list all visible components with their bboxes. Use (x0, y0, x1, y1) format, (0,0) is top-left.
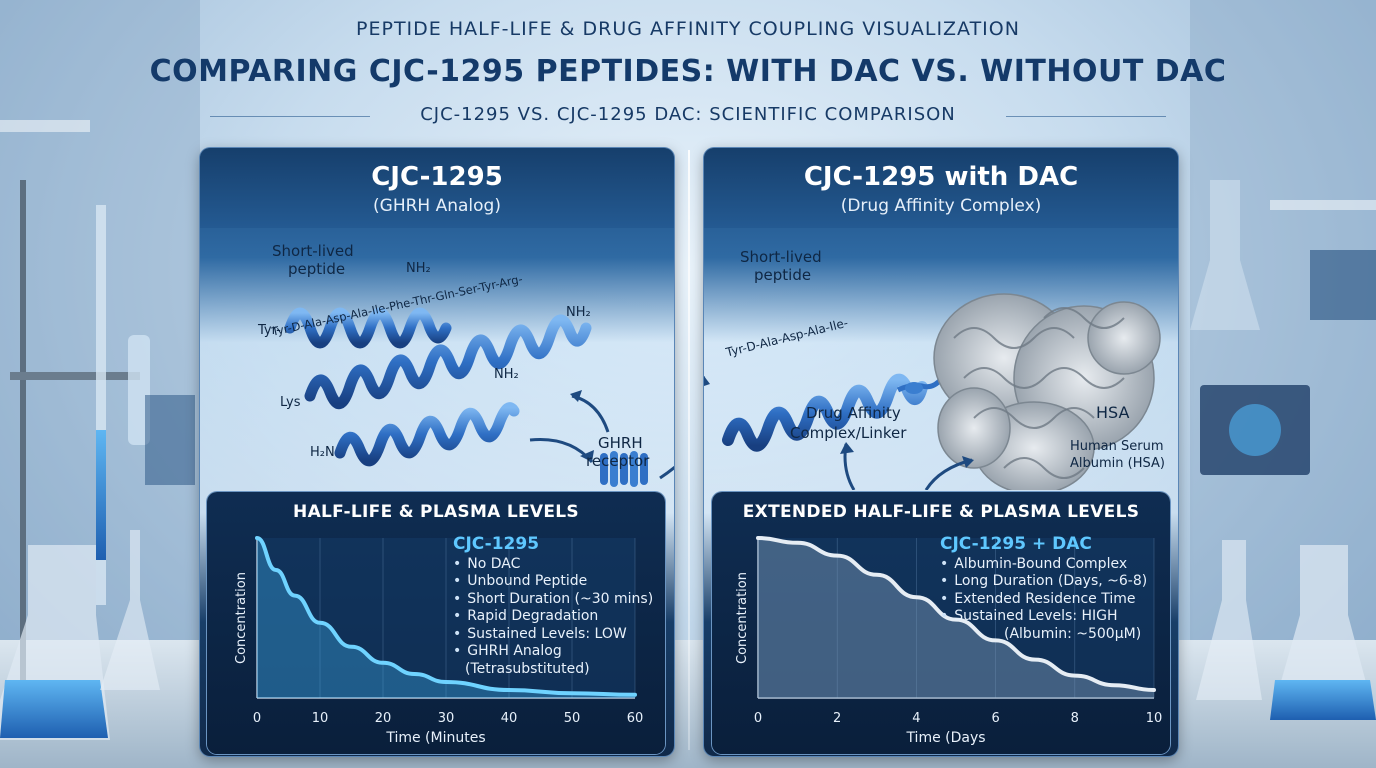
left-label-nh2-a: NH₂ (406, 261, 431, 276)
right-label-hsa-full-1: Human Serum (1070, 439, 1164, 454)
cross-panel-arrow (659, 465, 674, 480)
x-tick-label: 4 (912, 711, 920, 726)
helix-2 (304, 314, 592, 409)
left-label-receptor-1: GHRH (598, 434, 643, 452)
left-label-short-lived: Short-lived (272, 242, 354, 260)
left-label-peptide: peptide (288, 260, 346, 278)
right-panel-title: CJC-1295 with DAC (803, 162, 1079, 192)
x-tick-label: 10 (312, 711, 329, 726)
left-info-item: No DAC (453, 556, 653, 574)
left-label-tyr: Tyr- (258, 323, 281, 338)
right-chart: EXTENDED HALF-LIFE & PLASMA LEVELS 0 2 4 6 8… (712, 492, 1170, 754)
left-label-nh2-c: NH₂ (494, 367, 519, 382)
helix-3 (334, 402, 520, 467)
panel-divider (688, 150, 690, 750)
left-info-heading: CJC-1295 (453, 534, 540, 554)
x-axis-label: Time (Minutes (385, 730, 485, 746)
right-chart-info: CJC-1295 + DAC Albumin-Bound Complex Lon… (940, 534, 1147, 643)
x-tick-label: 50 (564, 711, 581, 726)
right-info-heading: CJC-1295 + DAC (940, 534, 1092, 554)
series-line (255, 536, 637, 697)
left-label-nh2-b: NH₂ (566, 305, 591, 320)
right-panel-header: CJC-1295 with DAC (Drug Affinity Complex… (704, 148, 1178, 228)
right-chart-title: EXTENDED HALF-LIFE & PLASMA LEVELS (742, 502, 1140, 522)
left-panel-title: CJC-1295 (371, 162, 503, 192)
right-label-hsa-full-2: Albumin (HSA) (1070, 456, 1165, 471)
left-info-item: GHRH Analog (453, 643, 653, 661)
header-top-title: PEPTIDE HALF-LIFE & DRUG AFFINITY COUPLI… (356, 18, 1020, 40)
right-label-hsa: HSA (1096, 403, 1130, 422)
right-molecule-illustration (704, 293, 1161, 490)
sub-title-rule-left (210, 116, 370, 117)
right-info-item: Sustained Levels: HIGH (940, 608, 1147, 626)
sub-title-rule-right (1006, 116, 1166, 117)
left-info-item: Unbound Peptide (453, 573, 653, 591)
x-tick-label: 60 (627, 711, 644, 726)
right-label-linker-2: Complex/Linker (790, 424, 907, 442)
x-axis-label: Time (Days (905, 730, 985, 746)
x-tick-label: 2 (833, 711, 841, 726)
left-label-lys: Lys (280, 395, 301, 410)
left-molecule-illustration (284, 307, 674, 487)
x-tick-label: 20 (375, 711, 392, 726)
left-chart-info: CJC-1295 No DAC Unbound Peptide Short Du… (453, 534, 653, 678)
left-label-receptor-2: receptor (586, 452, 650, 470)
y-axis-label: Concentration (735, 572, 750, 664)
x-tick-label: 0 (253, 711, 261, 726)
right-label-peptide: peptide (754, 266, 812, 284)
helix-1 (284, 307, 452, 349)
x-tick-label: 8 (1071, 711, 1079, 726)
x-tick-label: 0 (754, 711, 762, 726)
x-tick-label: 10 (1146, 711, 1163, 726)
left-info-extra: (Tetrasubstituted) (465, 660, 590, 677)
curved-arrow-to-receptor (529, 437, 594, 463)
ghrh-receptor-icon (600, 451, 648, 487)
left-chart: HALF-LIFE & PLASMA LEVELS 0 10 20 30 40 50 60 T… (207, 492, 665, 754)
left-info-item: Sustained Levels: LOW (453, 626, 653, 644)
x-tick-label: 30 (438, 711, 455, 726)
right-label-linker-1: Drug Affinity (806, 404, 901, 422)
right-info-item: Long Duration (Days, ~6-8) (940, 573, 1147, 591)
x-tick-label: 40 (501, 711, 518, 726)
right-panel-subtitle: (Drug Affinity Complex) (840, 196, 1042, 216)
x-tick-label: 6 (991, 711, 999, 726)
right-label-short-lived: Short-lived (740, 248, 822, 266)
left-info-item: Rapid Degradation (453, 608, 653, 626)
header-main-title: COMPARING CJC-1295 PEPTIDES: WITH DAC VS… (149, 54, 1227, 89)
series-area (758, 538, 1154, 698)
series-area (257, 538, 635, 698)
left-info-item: Short Duration (~30 mins) (453, 591, 653, 609)
right-info-item: Albumin-Bound Complex (940, 556, 1147, 574)
header-sub-title: CJC-1295 VS. CJC-1295 DAC: SCIENTIFIC CO… (420, 104, 956, 125)
left-chart-title: HALF-LIFE & PLASMA LEVELS (293, 502, 579, 522)
right-info-item: Extended Residence Time (940, 591, 1147, 609)
left-panel-header: CJC-1295 (GHRH Analog) (200, 148, 674, 228)
left-label-h2n: H₂N (310, 445, 335, 460)
right-info-extra: (Albumin: ~500µM) (1004, 625, 1142, 642)
dac-helix (722, 373, 928, 452)
y-axis-label: Concentration (234, 572, 249, 664)
left-panel-subtitle: (GHRH Analog) (373, 196, 501, 216)
